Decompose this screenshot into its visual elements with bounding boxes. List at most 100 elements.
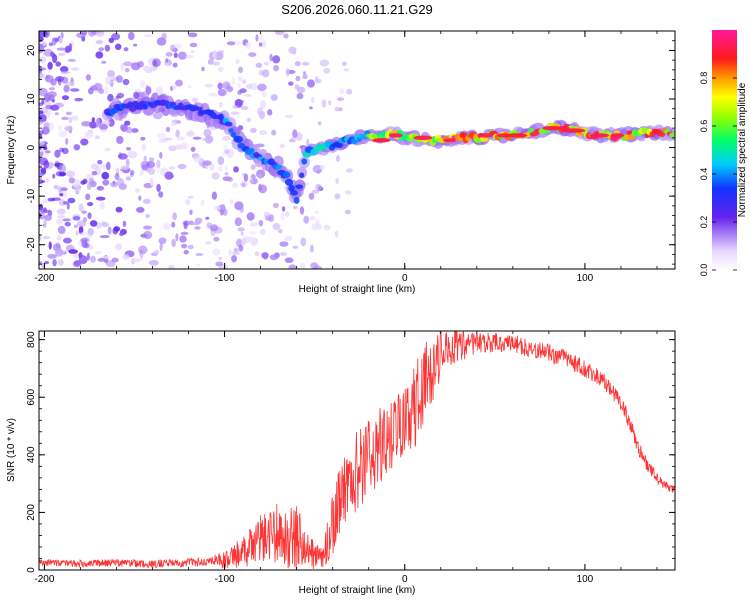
- noise-blob: [168, 166, 176, 170]
- noise-blob: [292, 129, 298, 139]
- noise-blob: [56, 218, 64, 225]
- noise-blob: [99, 201, 105, 210]
- noise-blob: [45, 74, 50, 80]
- snr-xlabel: Height of straight line (km): [299, 585, 416, 596]
- noise-blob: [173, 52, 178, 59]
- noise-blob: [95, 51, 104, 59]
- noise-blob: [87, 240, 91, 244]
- noise-blob: [132, 43, 138, 47]
- noise-blob: [217, 88, 227, 97]
- noise-blob: [86, 252, 90, 261]
- noise-blob: [175, 233, 179, 242]
- noise-blob: [90, 255, 96, 263]
- ridge-peak: [505, 133, 528, 138]
- noise-blob: [139, 169, 145, 177]
- noise-blob: [234, 41, 241, 46]
- noise-blob: [64, 125, 73, 132]
- noise-blob: [140, 136, 146, 141]
- noise-blob: [116, 75, 123, 83]
- noise-blob: [255, 62, 263, 68]
- noise-blob: [180, 142, 188, 150]
- noise-blob: [149, 65, 158, 72]
- noise-blob: [175, 129, 180, 138]
- y-tick-label: -10: [26, 188, 37, 203]
- noise-blob: [292, 49, 297, 55]
- noise-blob: [217, 66, 224, 73]
- noise-blob: [87, 212, 92, 219]
- noise-blob: [222, 135, 231, 142]
- noise-blob: [42, 235, 50, 240]
- noise-blob: [68, 116, 73, 124]
- noise-blob: [257, 83, 267, 92]
- noise-blob: [125, 146, 132, 151]
- colorbar: 0.0 0.2 0.4 0.6 0.8 Normalized spectral ampl…: [699, 30, 748, 276]
- noise-blob: [93, 82, 103, 91]
- noise-blob: [288, 264, 297, 269]
- noise-blob: [89, 121, 97, 129]
- noise-blob: [248, 231, 257, 235]
- noise-blob: [204, 83, 213, 88]
- noise-blob: [45, 176, 50, 183]
- ridge-core: [669, 132, 675, 138]
- noise-blob: [152, 111, 163, 120]
- noise-blob: [249, 180, 256, 184]
- noise-blob: [303, 215, 310, 224]
- noise-blob: [63, 84, 70, 93]
- ridge-core: [275, 164, 283, 170]
- noise-blob: [223, 208, 228, 216]
- noise-blob: [335, 178, 339, 185]
- noise-blob: [323, 67, 331, 74]
- noise-blob: [105, 161, 111, 171]
- noise-blob: [172, 212, 177, 221]
- noise-blob: [145, 213, 150, 218]
- x-tick-label: 0: [402, 574, 408, 585]
- noise-blob: [336, 155, 340, 162]
- noise-blob: [67, 197, 76, 204]
- noise-blob: [226, 41, 236, 46]
- noise-blob: [176, 136, 186, 141]
- noise-blob: [259, 100, 267, 109]
- noise-blob: [241, 237, 247, 246]
- noise-blob: [205, 240, 212, 245]
- snr-axes: -200 -100 0 100 0 200 400 600 800: [26, 331, 675, 585]
- noise-blob: [184, 54, 194, 59]
- noise-blob: [61, 147, 69, 155]
- colorbar-axes: 0.0 0.2 0.4 0.6 0.8: [699, 72, 737, 276]
- noise-blob: [154, 250, 160, 254]
- noise-blob: [127, 150, 138, 159]
- noise-blob: [72, 253, 81, 259]
- noise-blob: [116, 92, 125, 99]
- noise-blob: [286, 68, 290, 77]
- noise-blob: [294, 61, 301, 67]
- noise-blob: [54, 112, 59, 116]
- noise-blob: [158, 237, 167, 245]
- ridge-core: [542, 129, 551, 134]
- x-tick-label: -100: [215, 273, 235, 284]
- noise-blob: [213, 205, 221, 211]
- noise-blob: [120, 62, 125, 72]
- noise-blob: [112, 227, 119, 235]
- ridge-peak: [413, 135, 433, 141]
- noise-blob: [290, 136, 297, 143]
- noise-blob: [192, 97, 198, 103]
- noise-blob: [43, 219, 47, 228]
- colorbar-label: Normalized spectral amplitude: [737, 82, 748, 217]
- noise-blob: [61, 95, 70, 101]
- noise-blob: [101, 60, 107, 64]
- noise-blob: [125, 158, 130, 167]
- noise-blob: [244, 93, 252, 97]
- noise-blob: [258, 42, 263, 47]
- noise-blob: [170, 44, 176, 52]
- noise-blob: [72, 216, 81, 221]
- noise-blob: [50, 51, 55, 58]
- noise-blob: [210, 224, 219, 232]
- noise-blob: [42, 40, 47, 47]
- noise-blob: [323, 224, 331, 231]
- noise-blob: [95, 196, 106, 201]
- noise-blob: [39, 73, 46, 78]
- noise-blob: [119, 232, 124, 237]
- snr-series-line: [39, 331, 675, 570]
- noise-blob: [346, 88, 353, 95]
- noise-blob: [124, 120, 131, 126]
- noise-blob: [62, 237, 72, 244]
